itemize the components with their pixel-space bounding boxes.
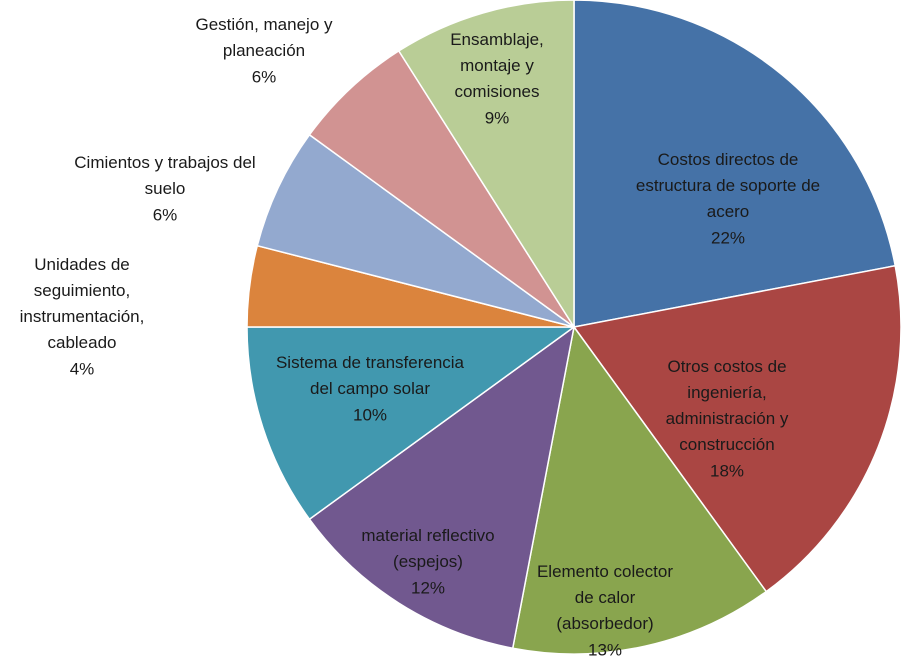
slice-percent: 22% bbox=[711, 228, 745, 247]
slice-percent: 6% bbox=[153, 205, 178, 224]
pie-slice bbox=[573, 0, 897, 328]
pie-slice bbox=[256, 133, 575, 328]
slice-label: Costos directos de estructura de soporte … bbox=[636, 150, 820, 221]
slice-percent: 6% bbox=[252, 67, 277, 86]
slice-label: Ensamblaje, montaje y comisiones bbox=[450, 30, 544, 101]
pie-slice bbox=[308, 325, 576, 650]
slice-percent: 18% bbox=[710, 461, 744, 480]
slice-label: Gestión, manejo y planeación bbox=[195, 15, 333, 60]
slice-percent: 4% bbox=[70, 359, 95, 378]
pie-slice bbox=[511, 325, 768, 655]
slice-label: Sistema de transferencia del campo solar bbox=[276, 353, 465, 398]
slice-percent: 13% bbox=[588, 640, 622, 659]
slice-label: material reflectivo (espejos) bbox=[361, 526, 494, 571]
pie-slice bbox=[397, 0, 575, 330]
slice-label: Unidades de seguimiento, instrumentación, c… bbox=[20, 255, 145, 352]
slice-percent: 12% bbox=[411, 578, 445, 597]
slice-label: Elemento colector de calor (absorbedor) bbox=[537, 562, 673, 633]
pie-slice bbox=[308, 49, 575, 328]
slice-percent: 10% bbox=[353, 405, 387, 424]
slice-label: Cimientos y trabajos del suelo bbox=[74, 153, 255, 198]
slice-label: Otros costos de ingeniería, administración… bbox=[666, 357, 789, 454]
pie-slice bbox=[572, 264, 901, 593]
pie-slice bbox=[246, 326, 577, 521]
slice-percent: 9% bbox=[485, 108, 510, 127]
